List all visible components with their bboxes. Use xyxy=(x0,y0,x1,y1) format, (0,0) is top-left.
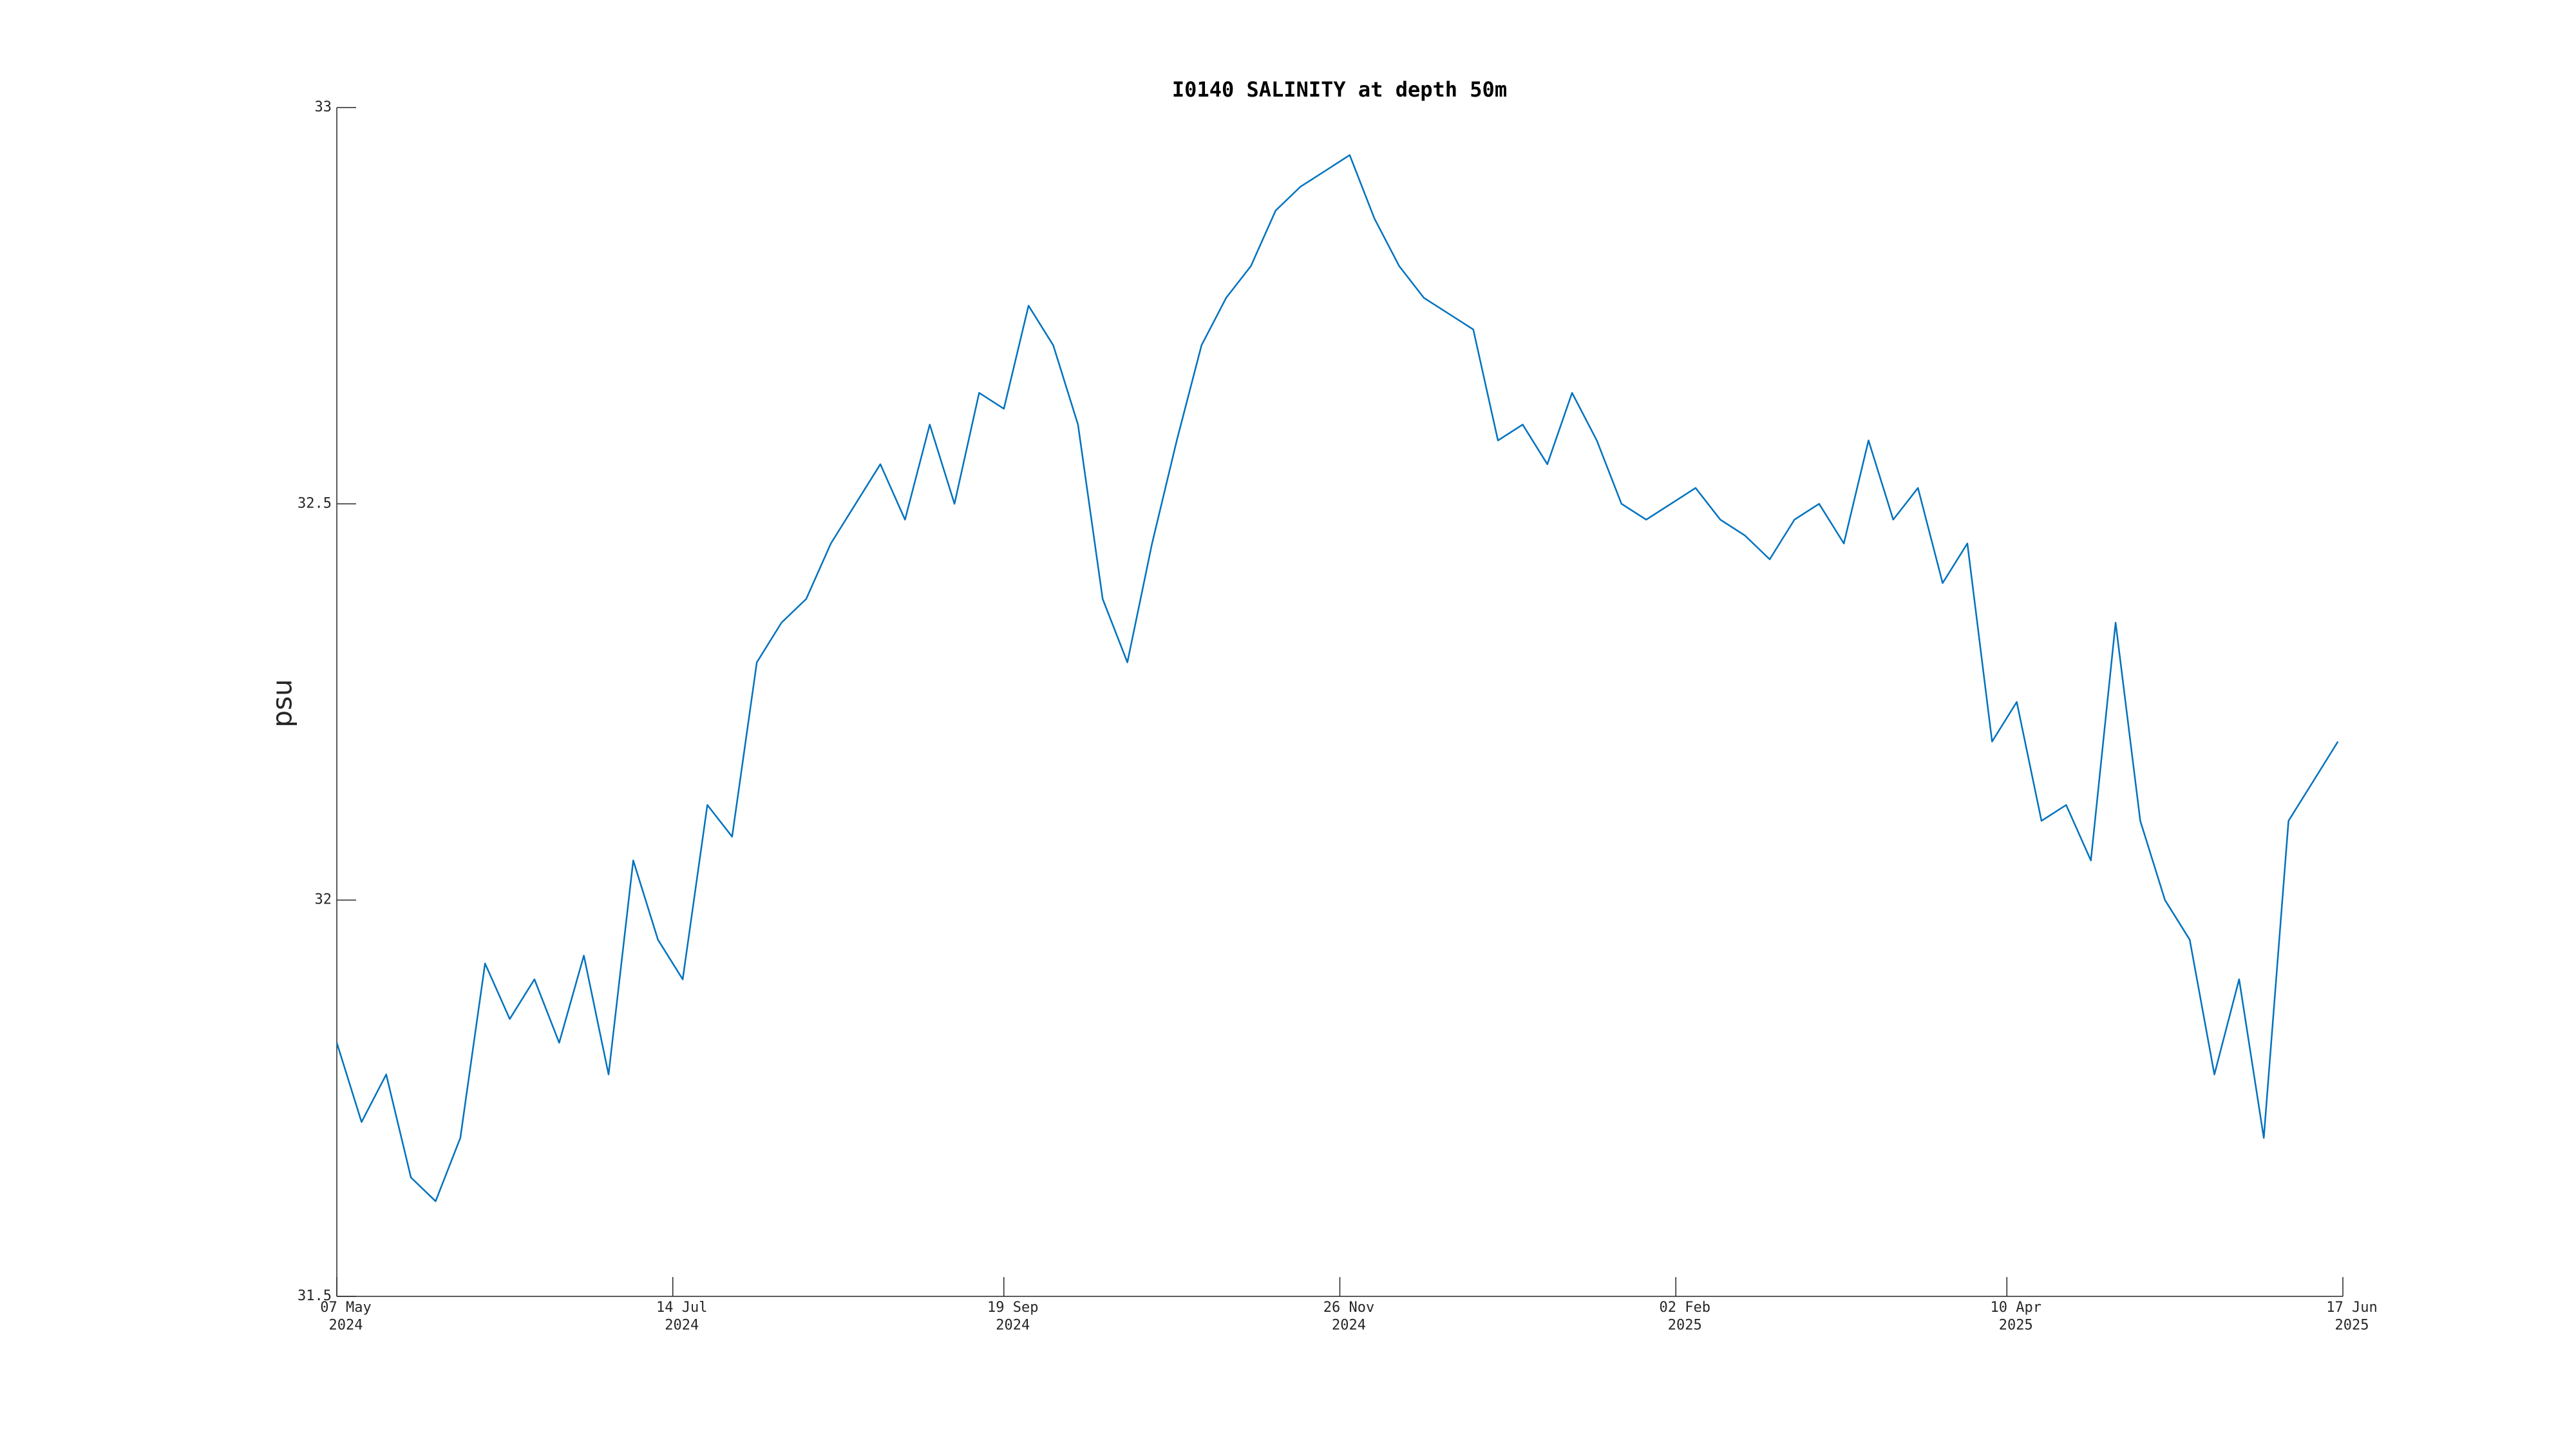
y-axis-label: psu xyxy=(267,679,298,727)
y-tick-label: 31.5 xyxy=(298,1288,332,1304)
x-tick-label: 14 Jul 2024 xyxy=(656,1300,707,1334)
y-tick-label: 33 xyxy=(315,99,332,115)
chart-title: I0140 SALINITY at depth 50m xyxy=(1172,77,1507,102)
y-tick-label: 32.5 xyxy=(298,495,332,511)
x-tick-label: 02 Feb 2025 xyxy=(1659,1300,1710,1334)
y-tick-label: 32 xyxy=(315,892,332,908)
data-line xyxy=(336,154,2339,1202)
x-tick-label: 07 May 2024 xyxy=(320,1300,371,1334)
x-tick-label: 10 Apr 2025 xyxy=(1991,1300,2041,1334)
x-tick-label: 19 Sep 2024 xyxy=(987,1300,1038,1334)
x-tick-label: 26 Nov 2024 xyxy=(1323,1300,1374,1334)
x-tick-label: 17 Jun 2025 xyxy=(2326,1300,2377,1334)
